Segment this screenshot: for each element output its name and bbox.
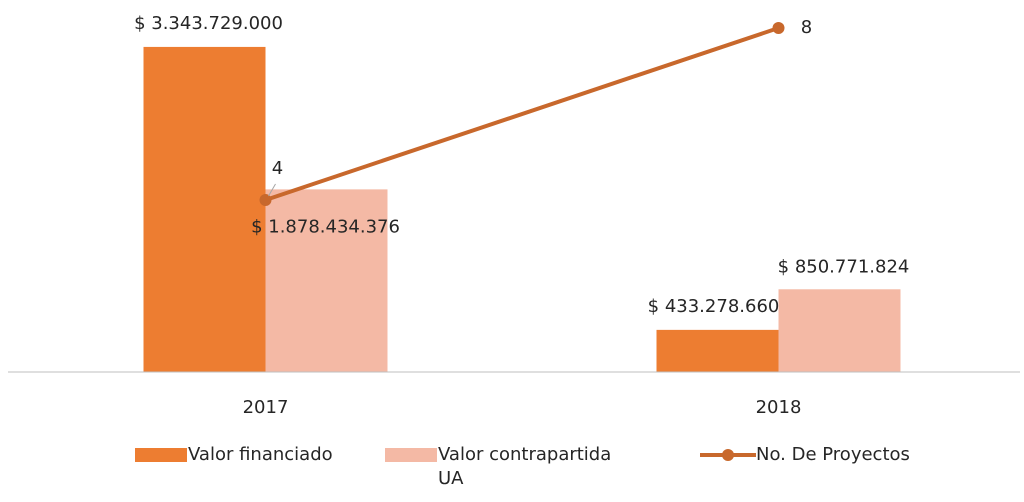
line-point [259,194,272,207]
data-label: $ 850.771.824 [778,256,910,277]
legend-label: Valor contrapartida UA [438,444,612,489]
legend-swatch [135,448,187,462]
legend-label: No. De Proyectos [756,444,910,465]
bar [143,46,266,373]
x-tick-label: 2018 [756,397,802,418]
legend-swatch [385,448,437,462]
data-label: $ 433.278.660 [648,296,780,317]
data-label: 8 [801,17,812,38]
bar [778,289,901,372]
legend-label: Valor financiado [188,444,333,465]
bar [656,329,779,372]
x-tick-label: 2017 [243,397,289,418]
leader-line [268,183,276,197]
bar [265,189,388,372]
line-point [772,22,785,35]
legend-swatch [722,449,734,461]
line [264,26,780,202]
data-label: $ 3.343.729.000 [134,13,283,34]
data-label: $ 1.878.434.376 [251,216,400,237]
data-label: 4 [272,158,283,179]
